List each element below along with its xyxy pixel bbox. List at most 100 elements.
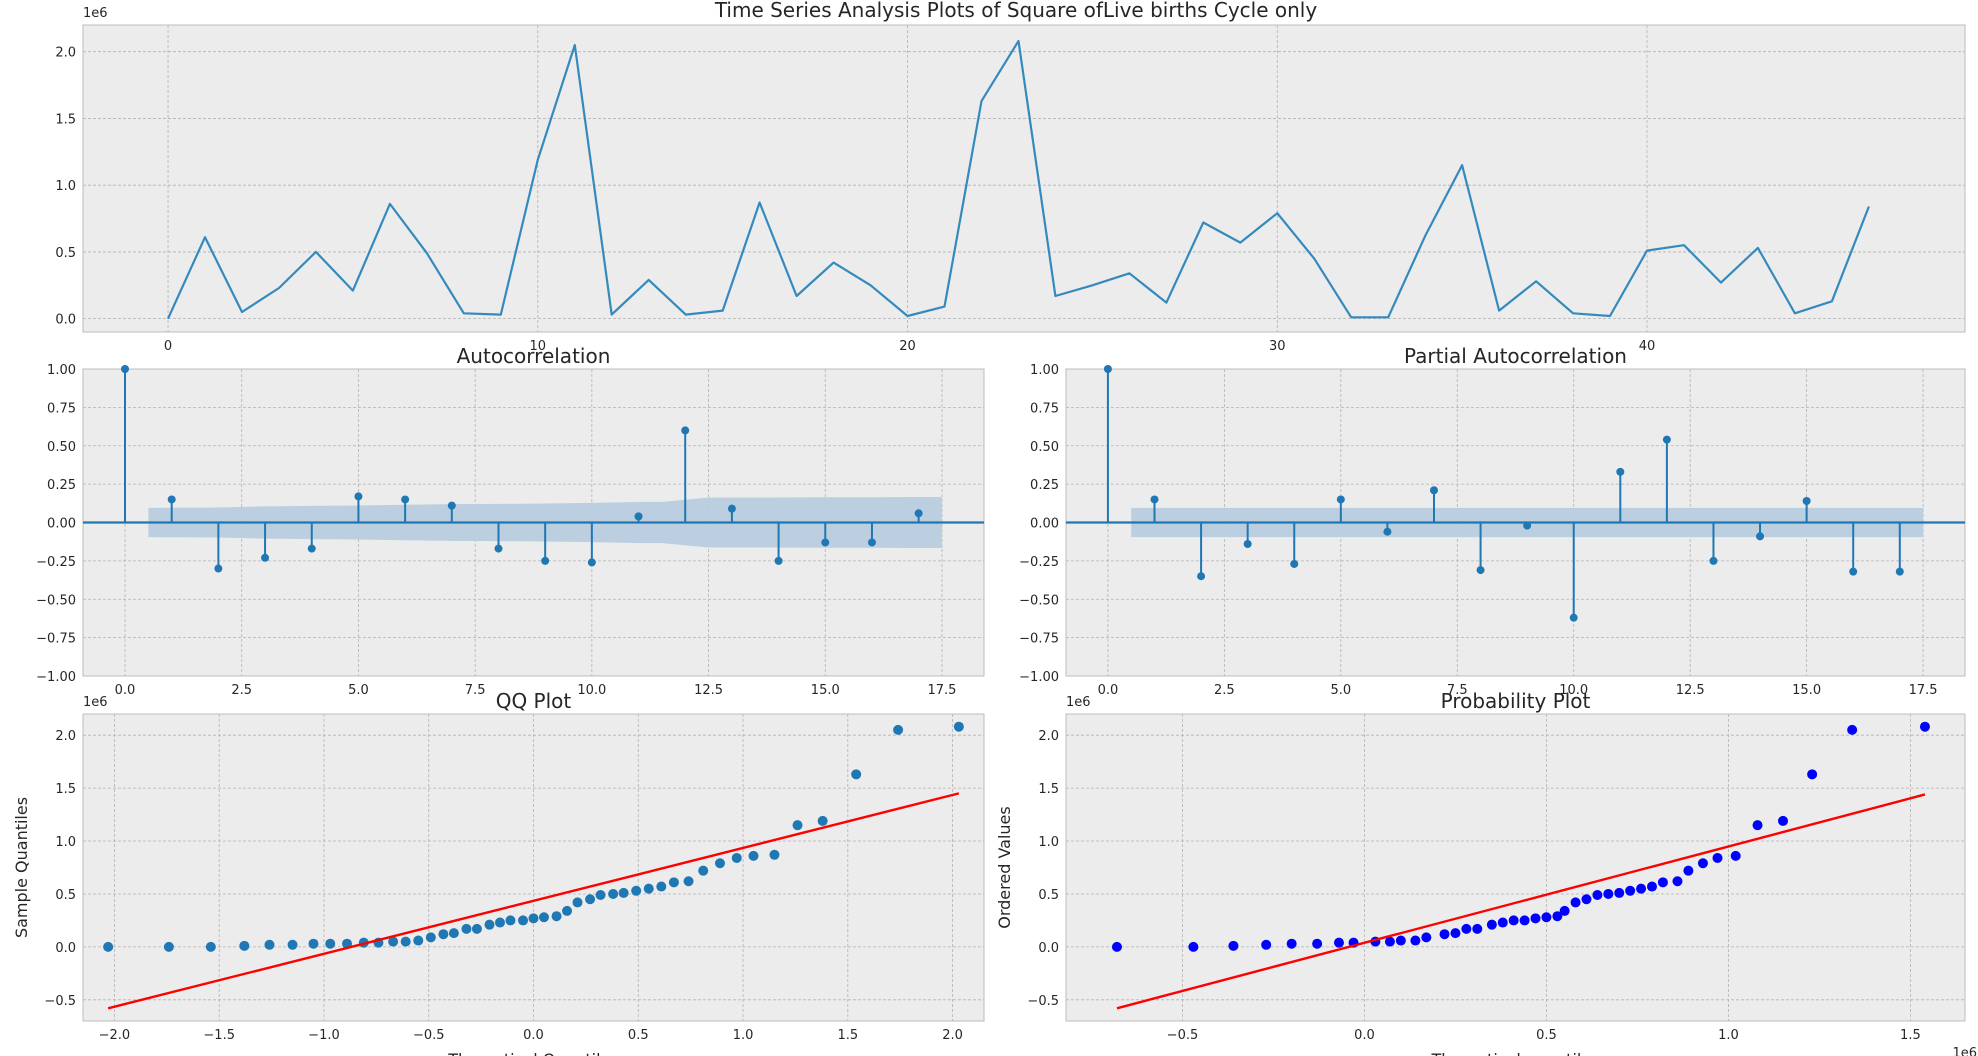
qq-x-axis-label: Theoretical Quantiles	[447, 1050, 619, 1056]
prob-point	[1384, 936, 1395, 947]
qq-point	[792, 820, 803, 831]
pacf-y-tick-label: 0.25	[1030, 478, 1059, 493]
prob-point	[1712, 852, 1723, 863]
prob-point	[1847, 724, 1858, 735]
qq-point	[205, 941, 216, 952]
acf-stem-marker	[261, 553, 270, 562]
time-series-panel: 0 10 20 30 40 0.0 0.5 1.0 1.5 2.0 1e6	[55, 6, 1966, 354]
qq-point	[631, 885, 642, 896]
acf-x-tick-label: 7.5	[465, 683, 486, 698]
pacf-stem-marker	[1616, 467, 1625, 476]
prob-point	[1581, 894, 1592, 905]
qq-fit-line	[107, 792, 960, 1010]
qq-plot-panel: −2.0 −1.5 −1.0 −0.5 0.0 0.5 1.0 1.5 2.0 −0.5 0.0 0.…	[12, 689, 985, 1056]
series-frame	[82, 24, 1966, 333]
acf-stem-marker	[447, 501, 456, 510]
qq-point	[425, 932, 436, 943]
acf-stem-marker	[541, 556, 550, 565]
acf-stem-marker	[494, 544, 503, 553]
acf-x-tick-label: 0.0	[115, 683, 136, 698]
pacf-stem-marker	[1802, 497, 1811, 506]
pacf-stem-marker	[1523, 521, 1532, 530]
series-x-tick-label: 0	[164, 339, 172, 354]
qq-point	[769, 849, 780, 860]
pacf-stem-marker	[1662, 435, 1671, 444]
prob-point	[1570, 897, 1581, 908]
qq-point	[668, 877, 679, 888]
prob-point	[1286, 938, 1297, 949]
prob-point	[1508, 915, 1519, 926]
prob-y-tick-label: 2.0	[1038, 729, 1059, 744]
prob-x-axis-label: Theoretical quantiles	[1430, 1050, 1599, 1056]
acf-x-tick-label: 2.5	[231, 683, 252, 698]
qq-x-tick-label: −2.0	[99, 1028, 131, 1043]
pacf-y-tick-label: −0.25	[1019, 555, 1059, 570]
prob-point	[1486, 919, 1497, 930]
series-x-tick-label: 40	[1639, 339, 1656, 354]
acf-x-tick-label: 17.5	[928, 683, 957, 698]
acf-y-tick-label: −0.75	[36, 632, 76, 647]
prob-title: Probability Plot	[1441, 689, 1591, 713]
qq-x-tick-label: 0.5	[628, 1028, 649, 1043]
qq-point	[505, 915, 516, 926]
partial-autocorrelation-panel: 0.0 2.5 5.0 7.5 10.0 12.5 15.0 17.5 −1.00 −0.75 −0…	[1019, 344, 1966, 698]
prob-plot-area	[1066, 714, 1965, 1021]
qq-point	[851, 769, 862, 780]
acf-stem-marker	[121, 365, 130, 373]
series-y-tick-label: 2.0	[55, 46, 76, 61]
prob-point	[1614, 887, 1625, 898]
acf-y-tick-label: 1.00	[47, 363, 76, 378]
qq-frame	[82, 713, 985, 1022]
prob-fit-line	[1116, 793, 1926, 1010]
acf-stem-marker	[401, 495, 410, 504]
qq-point	[572, 897, 583, 908]
acf-y-tick-label: 0.75	[47, 401, 76, 416]
pacf-stem-marker	[1197, 572, 1206, 581]
qq-point	[413, 935, 424, 946]
probability-plot-panel: −0.5 0.0 0.5 1.0 1.5 −0.5 0.0 0.5 1.0 1.5 2.0 Proba…	[995, 689, 1977, 1056]
qq-x-tick-label: 1.5	[837, 1028, 858, 1043]
prob-point	[1519, 915, 1530, 926]
acf-x-tick-label: 15.0	[811, 683, 840, 698]
prob-y-tick-label: −0.5	[1027, 994, 1059, 1009]
pacf-stem-marker	[1476, 566, 1485, 575]
qq-title: QQ Plot	[496, 689, 572, 713]
prob-point	[1188, 941, 1199, 952]
qq-x-tick-label: 0.0	[523, 1028, 544, 1043]
qq-point	[595, 890, 606, 901]
prob-frame	[1065, 713, 1966, 1022]
acf-stem-marker	[587, 558, 596, 567]
series-y-tick-label: 0.0	[55, 313, 76, 328]
series-x-tick-label: 20	[899, 339, 916, 354]
pacf-x-tick-label: 7.5	[1447, 683, 1468, 698]
prob-point	[1111, 941, 1122, 952]
pacf-x-tick-label: 15.0	[1792, 683, 1821, 698]
prob-x-tick-label: 0.0	[1354, 1028, 1375, 1043]
acf-x-tick-label: 12.5	[694, 683, 723, 698]
qq-x-tick-label: 2.0	[942, 1028, 963, 1043]
qq-point	[551, 911, 562, 922]
qq-point	[656, 881, 667, 892]
pacf-x-tick-label: 10.0	[1559, 683, 1588, 698]
pacf-x-tick-label: 0.0	[1098, 683, 1119, 698]
prob-x-tick-label: 0.5	[1536, 1028, 1557, 1043]
qq-point	[518, 915, 529, 926]
acf-stem-marker	[307, 544, 316, 553]
prob-point	[1261, 939, 1272, 950]
acf-stem-marker	[634, 512, 643, 521]
prob-point	[1410, 935, 1421, 946]
prob-point	[1497, 917, 1508, 928]
pacf-stem-marker	[1709, 556, 1718, 565]
qq-point	[264, 939, 275, 950]
qq-x-tick-label: −0.5	[413, 1028, 445, 1043]
prob-point	[1646, 881, 1657, 892]
acf-stem-marker	[867, 538, 876, 547]
prob-point	[1541, 912, 1552, 923]
prob-point	[1312, 938, 1323, 949]
qq-point	[448, 928, 459, 939]
qq-x-tick-label: −1.0	[308, 1028, 340, 1043]
qq-point	[698, 865, 709, 876]
prob-point	[1228, 940, 1239, 951]
qq-point	[953, 721, 964, 732]
prob-y-tick-label: 1.0	[1038, 835, 1059, 850]
